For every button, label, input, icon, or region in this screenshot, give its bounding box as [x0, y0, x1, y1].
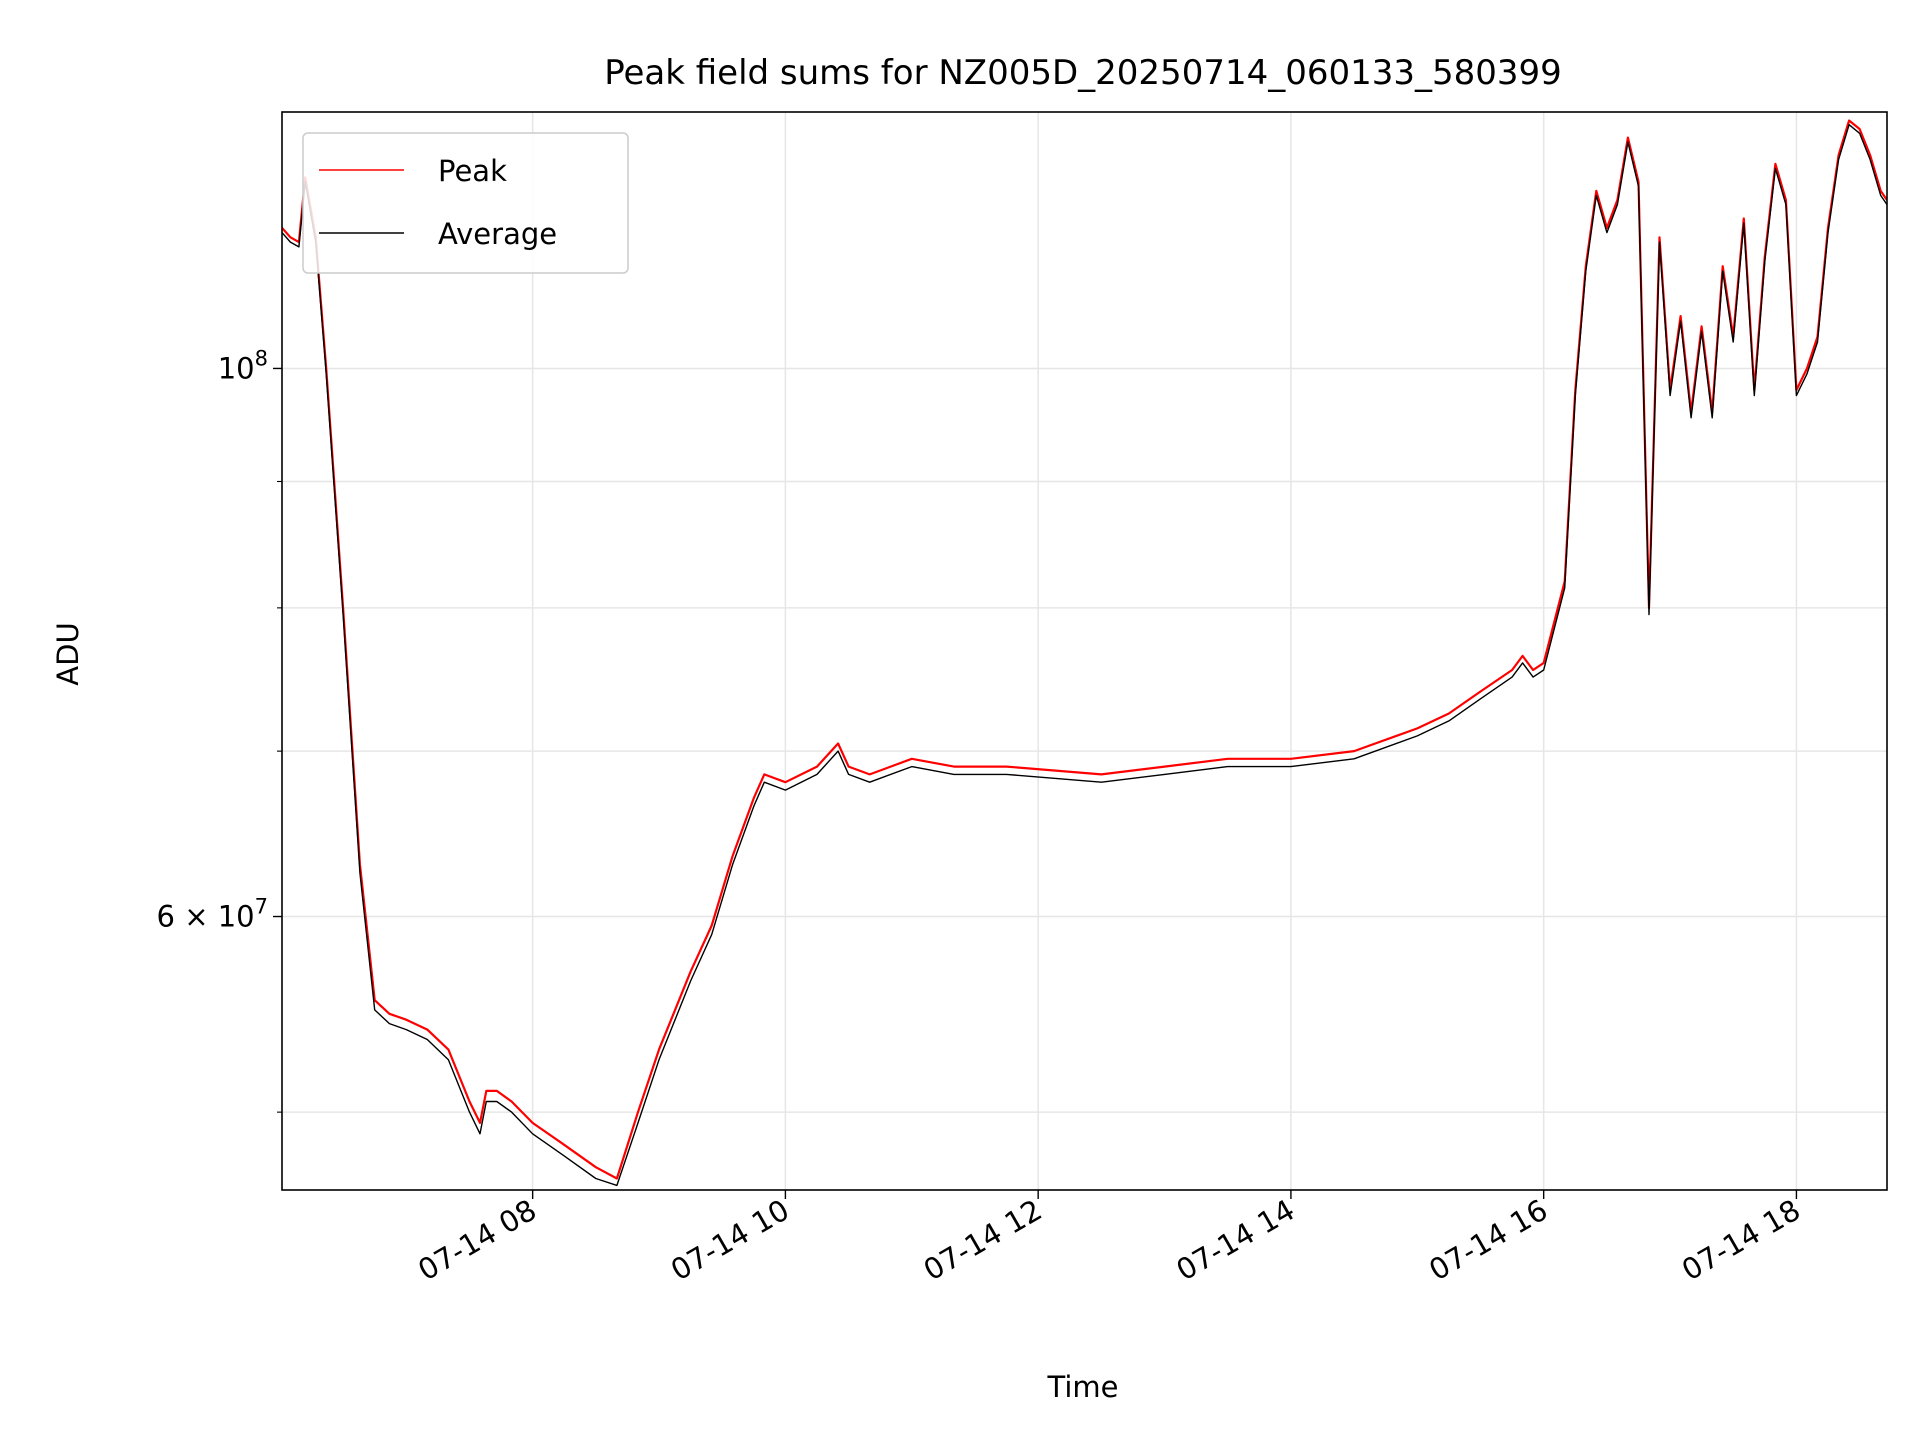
legend: Peak Average: [302, 132, 629, 274]
legend-label-average: Average: [438, 217, 557, 251]
plot-lines: [282, 119, 1887, 1187]
y-tick-label: 6 × 107: [157, 895, 268, 934]
series-line-average: [282, 123, 1887, 1187]
grid-lines: [282, 112, 1887, 1190]
x-axis-label: Time: [1047, 1370, 1119, 1404]
y-tick-label: 108: [218, 346, 268, 385]
legend-label-peak: Peak: [438, 154, 507, 188]
y-axis-label: ADU: [51, 622, 85, 685]
axes-frame: [281, 111, 1888, 1191]
legend-box: [302, 132, 629, 274]
chart-title: Peak field sums for NZ005D_20250714_0601…: [604, 53, 1562, 93]
